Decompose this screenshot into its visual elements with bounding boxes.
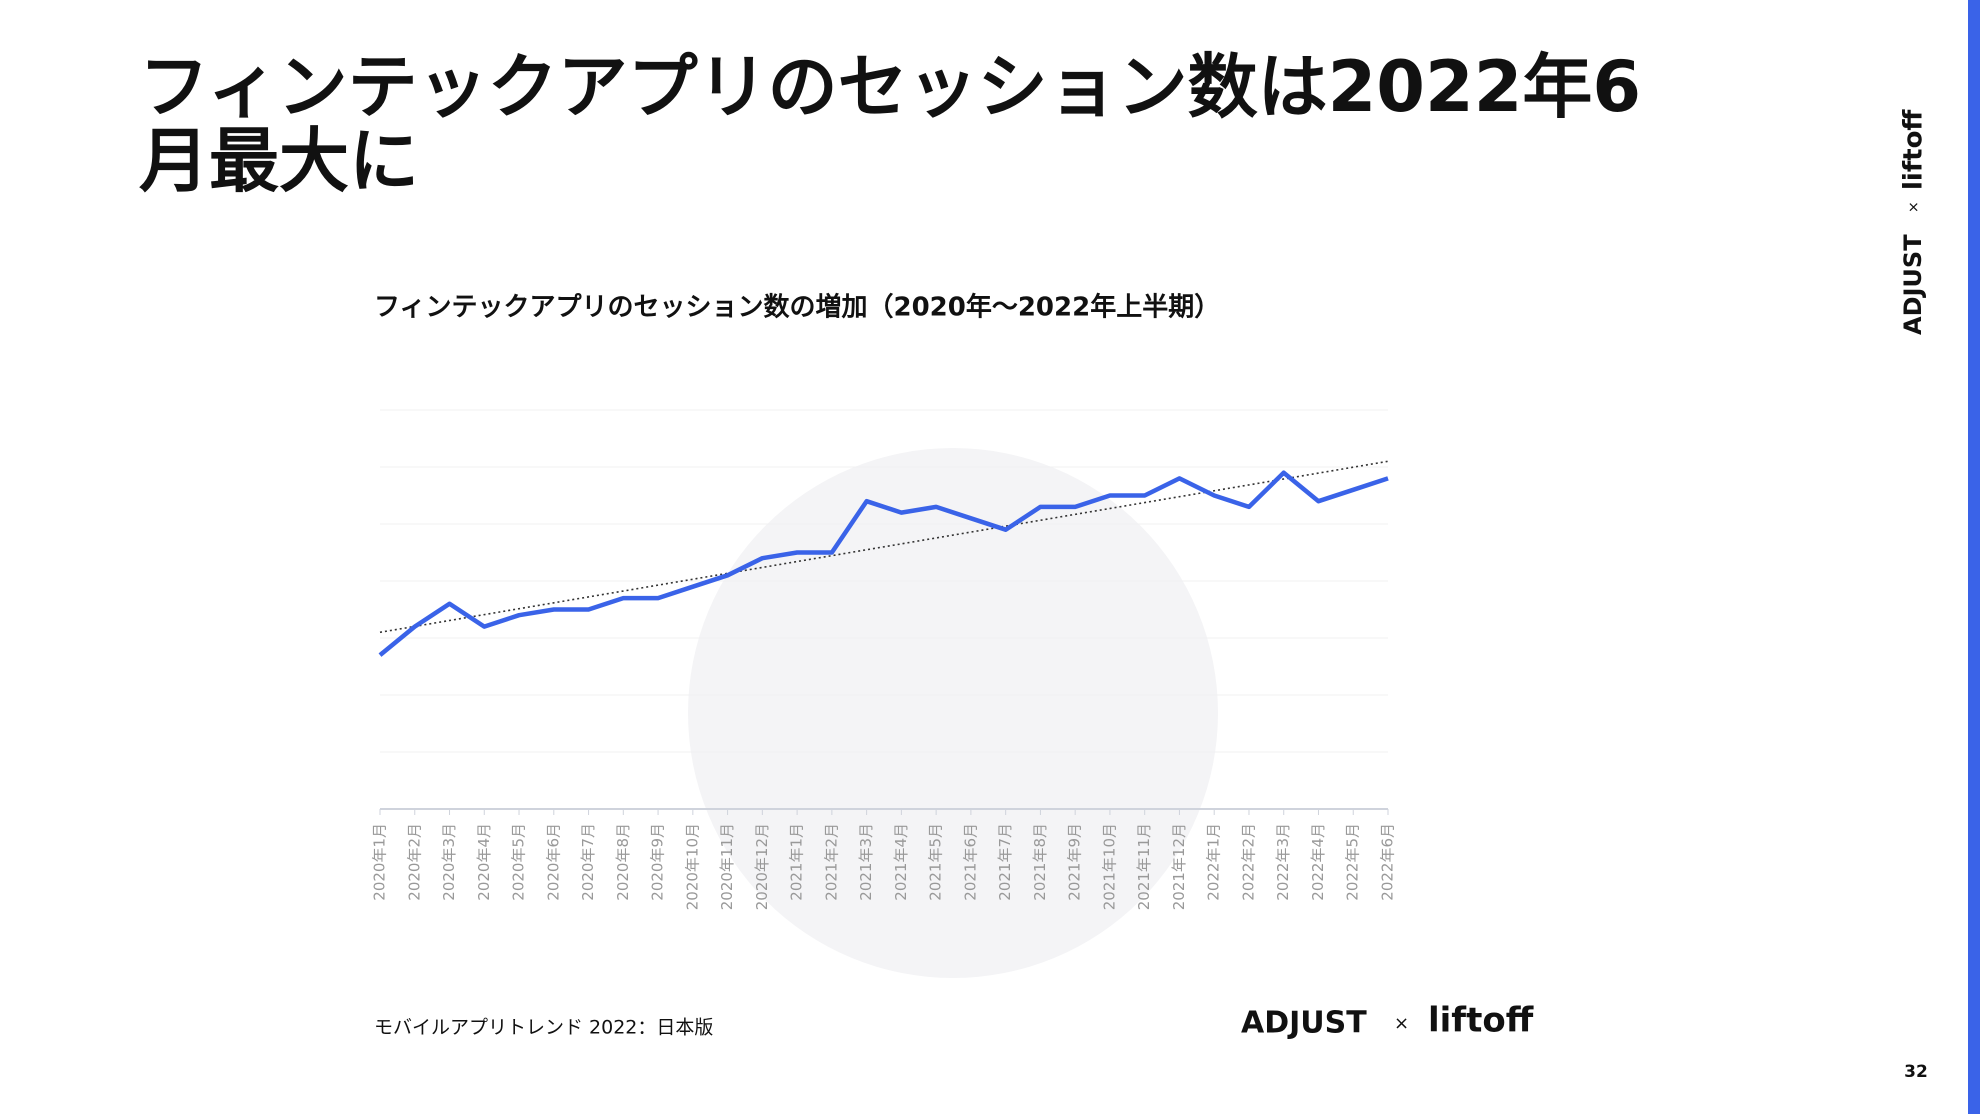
x-tick-label: 2020年6月 — [544, 823, 562, 901]
x-tick-label: 2020年11月 — [718, 823, 736, 910]
x-tick-label: 2022年4月 — [1309, 823, 1327, 901]
brand-separator: × — [1394, 1013, 1409, 1034]
x-tick-label: 2021年3月 — [857, 823, 875, 901]
source: モバイルアプリトレンド 2022：日本版 — [374, 1017, 713, 1039]
x-tick-label: 2020年2月 — [405, 823, 423, 901]
slide-title: 月最大に — [139, 120, 419, 202]
x-tick-label: 2020年10月 — [683, 823, 701, 910]
side-bar — [1968, 0, 1980, 1114]
x-tick-label: 2021年8月 — [1031, 823, 1049, 901]
x-tick-label: 2021年6月 — [961, 823, 979, 901]
chart-title: フィンテックアプリのセッション数の増加（2020年～2022年上半期） — [374, 292, 1220, 323]
x-tick-label: 2021年5月 — [927, 823, 945, 901]
brand: ADJUST — [1899, 234, 1927, 335]
x-tick-label: 2022年2月 — [1239, 823, 1257, 901]
x-tick-label: 2021年9月 — [1066, 823, 1084, 901]
x-tick-label: 2021年11月 — [1135, 823, 1153, 910]
slide-title: フィンテックアプリのセッション数は2022年6 — [139, 46, 1641, 128]
x-tick-label: 2022年3月 — [1274, 823, 1292, 901]
page-number: 32 — [1904, 1062, 1928, 1082]
x-tick-label: 2021年7月 — [996, 823, 1014, 901]
x-tick-label: 2020年12月 — [753, 823, 771, 910]
brand: ADJUST — [1241, 1006, 1367, 1041]
x-tick-label: 2021年4月 — [892, 823, 910, 901]
x-tick-label: 2021年1月 — [788, 823, 806, 901]
x-tick-label: 2022年1月 — [1205, 823, 1223, 901]
brand: liftoff — [1899, 109, 1929, 190]
x-tick-label: 2020年9月 — [649, 823, 667, 901]
brand: liftoff — [1428, 1001, 1534, 1041]
trendline — [379, 460, 1389, 634]
line-series — [378, 470, 1389, 657]
x-tick-label: 2021年12月 — [1170, 823, 1188, 910]
x-tick-label: 2020年8月 — [614, 823, 632, 901]
x-tick-label: 2022年5月 — [1344, 823, 1362, 901]
brand-separator: × — [1906, 201, 1922, 213]
x-tick-label: 2020年1月 — [371, 823, 389, 901]
x-tick-label: 2022年6月 — [1379, 823, 1397, 901]
x-tick-label: 2020年3月 — [440, 823, 458, 901]
x-tick-label: 2020年5月 — [510, 823, 528, 901]
x-tick-label: 2021年2月 — [822, 823, 840, 901]
x-tick-label: 2020年4月 — [475, 823, 493, 901]
x-tick-label: 2021年10月 — [1100, 823, 1118, 910]
side-logo: ADJUST × liftoff — [1899, 109, 1929, 335]
x-tick-label: 2020年7月 — [579, 823, 597, 901]
